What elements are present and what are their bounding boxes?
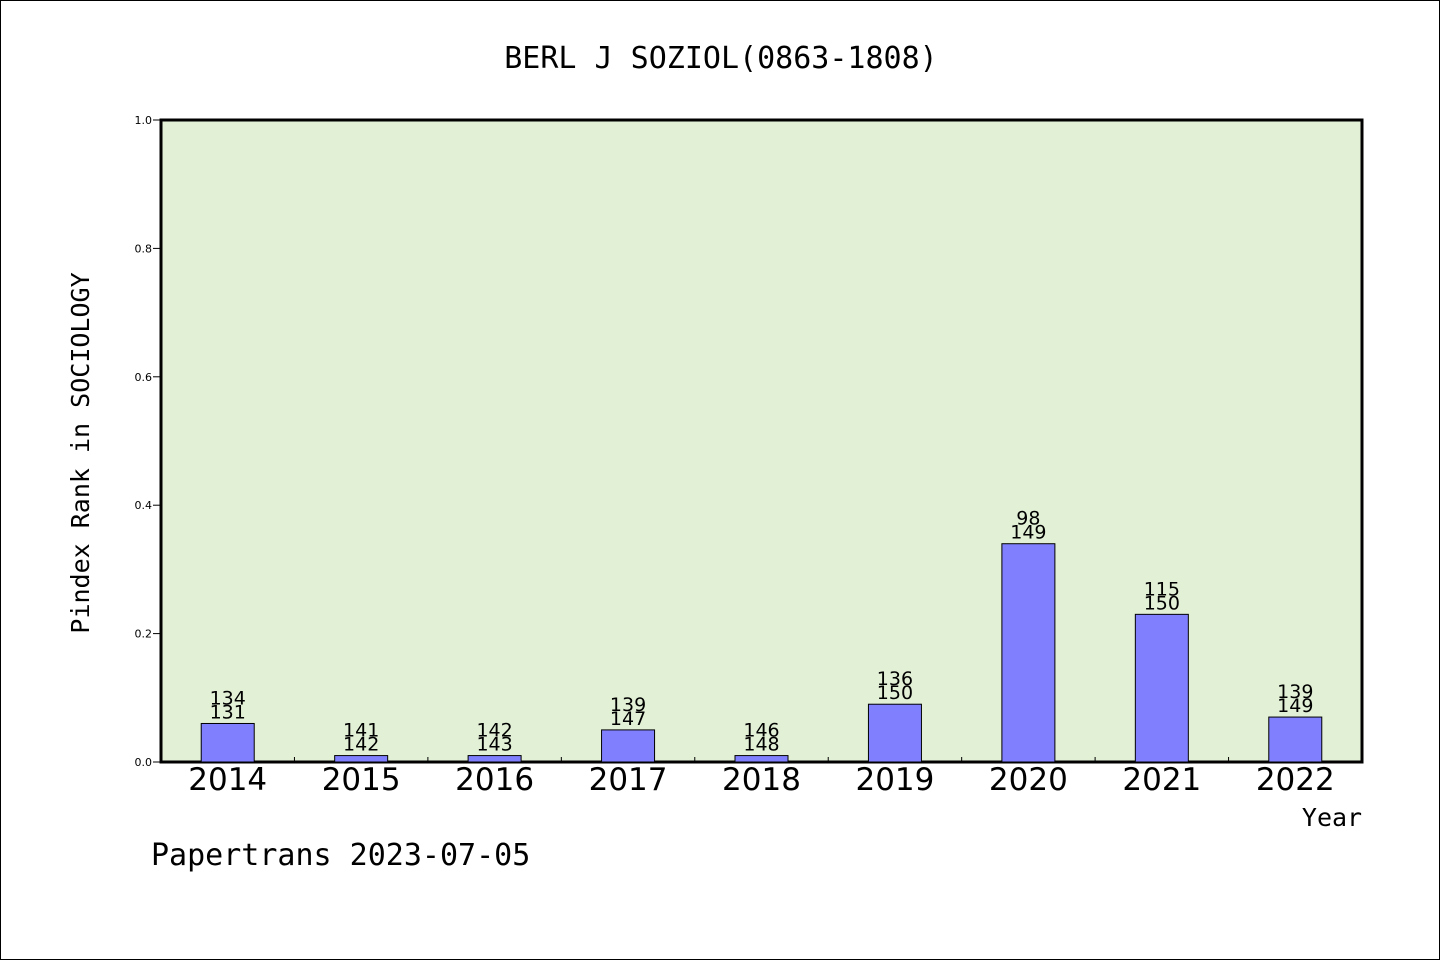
y-tick-label: 0.6 — [135, 371, 153, 384]
x-tick-label: 2019 — [855, 762, 934, 798]
bar-label-top: 136 — [877, 668, 913, 690]
bar-label-bottom: 131 — [210, 701, 246, 723]
bar-label-top: 139 — [1277, 681, 1313, 703]
x-axis-label: Year — [1302, 803, 1362, 832]
bar — [867, 703, 922, 763]
bar-label-top: 142 — [476, 720, 512, 742]
bars-layer: 1311341421411431421471391481461501361499… — [200, 508, 1323, 763]
footer-credit: Papertrans 2023-07-05 — [151, 838, 530, 873]
bar — [334, 755, 389, 763]
bar — [467, 755, 522, 763]
y-tick-label: 1.0 — [135, 114, 153, 127]
bar-label-top: 146 — [743, 720, 779, 742]
x-tick-label: 2018 — [722, 762, 801, 798]
bar-label-bottom: 142 — [343, 734, 379, 756]
y-tick-label: 0.8 — [135, 242, 153, 255]
bar-label-bottom: 148 — [743, 734, 779, 756]
bar-label-bottom: 150 — [877, 682, 913, 704]
bar — [1001, 543, 1056, 763]
bar-label-bottom: 149 — [1277, 695, 1313, 717]
x-tick-label: 2021 — [1122, 762, 1201, 798]
x-tick-label: 2014 — [188, 762, 267, 798]
bar-label-top: 139 — [610, 694, 646, 716]
x-tick-label: 2022 — [1256, 762, 1335, 798]
bar-label-top: 98 — [1016, 508, 1040, 530]
bar-label-bottom: 143 — [476, 734, 512, 756]
x-tick-label: 2017 — [589, 762, 668, 798]
bar-label-bottom: 150 — [1144, 592, 1180, 614]
bar-label-top: 141 — [343, 720, 379, 742]
chart-title: BERL J SOZIOL(0863-1808) — [504, 41, 937, 76]
y-axis-label: Pindex Rank in SOCIOLOGY — [66, 272, 95, 633]
bar — [601, 729, 656, 763]
y-tick-label: 0.0 — [135, 756, 153, 769]
bar-label-bottom: 149 — [1010, 522, 1046, 544]
x-tick-label: 2020 — [989, 762, 1068, 798]
bar — [1134, 613, 1189, 763]
y-tick-label: 0.2 — [135, 628, 153, 641]
bar-label-top: 134 — [210, 687, 246, 709]
x-tick-label: 2016 — [455, 762, 534, 798]
x-tick-label: 2015 — [322, 762, 401, 798]
bar-label-top: 115 — [1144, 578, 1180, 600]
bar — [734, 755, 789, 763]
bar-label-bottom: 147 — [610, 708, 646, 730]
y-axis: 0.0 0.2 0.4 0.6 0.8 1.0 — [135, 114, 161, 769]
bar — [1268, 716, 1323, 763]
y-tick-label: 0.4 — [135, 499, 153, 512]
bar — [200, 722, 255, 763]
x-axis: 2014 2015 2016 2017 2018 2019 2020 2021 2022 — [188, 757, 1335, 798]
